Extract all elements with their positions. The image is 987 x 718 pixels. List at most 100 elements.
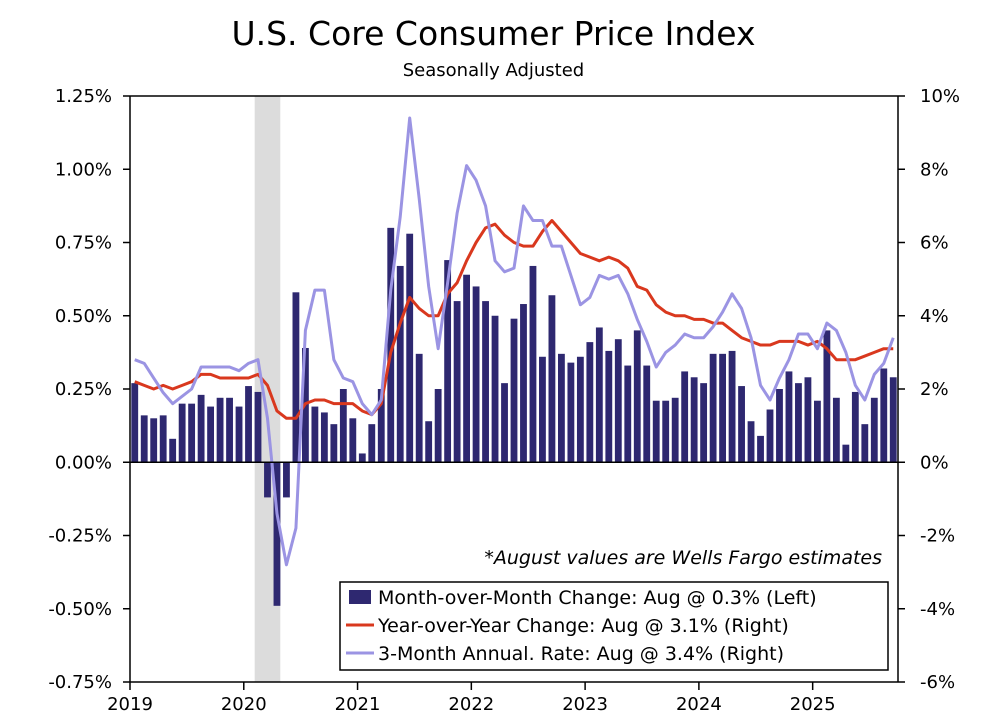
bar-mom-25	[368, 424, 376, 463]
bar-mom-28	[396, 265, 404, 463]
legend-label: Year-over-Year Change: Aug @ 3.1% (Right…	[377, 615, 789, 637]
bar-mom-21	[330, 424, 338, 463]
bar-mom-37	[482, 301, 489, 463]
bar-mom-80	[889, 377, 897, 463]
bar-mom-56	[662, 400, 670, 463]
line-series-layer	[134, 116, 895, 567]
bar-mom-79	[880, 368, 888, 463]
bar-mom-64	[738, 386, 745, 463]
bar-mom-10	[226, 397, 233, 463]
bar-mom-20	[320, 412, 328, 463]
left-tick-label: -0.50%	[48, 599, 112, 620]
bar-mom-70	[795, 383, 802, 463]
bar-mom-65	[747, 421, 755, 463]
bar-mom-9	[216, 397, 224, 463]
bar-mom-5	[178, 403, 186, 463]
bar-mom-73	[823, 330, 831, 463]
bar-mom-23	[349, 418, 357, 463]
bar-mom-50	[605, 350, 613, 463]
bar-mom-24	[358, 453, 366, 463]
right-tick-label: 8%	[920, 159, 949, 180]
bar-mom-39	[501, 383, 508, 463]
bar-mom-32	[434, 389, 442, 463]
bar-mom-12	[245, 386, 252, 463]
x-tick-label: 2024	[676, 694, 722, 715]
bar-mom-31	[425, 421, 433, 463]
left-tick-label: 0.50%	[55, 306, 112, 327]
bar-mom-36	[472, 286, 480, 463]
bar-mom-69	[785, 371, 793, 463]
bar-mom-59	[690, 377, 698, 463]
bar-mom-27	[387, 227, 395, 463]
bar-mom-34	[453, 301, 461, 463]
left-tick-label: 1.25%	[55, 86, 112, 107]
bar-mom-16	[283, 462, 290, 498]
bar-mom-4	[169, 438, 177, 463]
bar-mom-1	[140, 415, 148, 463]
bar-mom-6	[188, 403, 196, 463]
bar-mom-42	[529, 265, 537, 463]
left-tick-label: 0.25%	[55, 379, 112, 400]
legend-label: 3-Month Annual. Rate: Aug @ 3.4% (Right)	[378, 643, 784, 665]
bar-mom-29	[406, 233, 414, 463]
bar-mom-8	[207, 406, 215, 463]
bar-mom-71	[804, 377, 812, 463]
bar-mom-55	[652, 400, 660, 463]
right-tick-label: 4%	[920, 306, 949, 327]
bar-mom-30	[415, 353, 423, 463]
bar-mom-44	[548, 295, 556, 463]
bar-mom-68	[776, 389, 783, 463]
x-tick-label: 2025	[790, 694, 836, 715]
bar-mom-35	[463, 274, 471, 463]
bar-mom-51	[614, 339, 622, 463]
bar-mom-66	[757, 435, 764, 463]
bar-mom-13	[254, 391, 262, 463]
bar-mom-48	[586, 342, 594, 463]
chart-subtitle: Seasonally Adjusted	[402, 60, 585, 81]
bar-mom-38	[491, 315, 499, 463]
bar-mom-72	[813, 400, 821, 463]
bar-mom-52	[624, 365, 632, 463]
legend-box	[339, 581, 889, 671]
axes-layer: -0.75% -0.50% -0.25% 0.00% 0.25% 0.50% 0.75% 1.…	[48, 86, 960, 715]
x-tick-label: 2019	[107, 694, 153, 715]
left-tick-label: 0.75%	[55, 233, 112, 254]
right-tick-label: 6%	[920, 233, 949, 254]
bar-mom-57	[671, 397, 679, 463]
right-tick-label: -2%	[920, 526, 955, 547]
bar-mom-53	[633, 330, 641, 463]
three-month-line	[134, 116, 895, 567]
left-tick-label: -0.25%	[48, 526, 112, 547]
right-tick-label: 10%	[920, 86, 960, 107]
legend-swatch-bar	[349, 590, 371, 604]
bar-mom-60	[700, 383, 708, 463]
bar-mom-40	[510, 318, 518, 463]
bar-mom-78	[870, 397, 878, 463]
bar-mom-17	[292, 292, 300, 463]
right-tick-label: -4%	[920, 599, 955, 620]
bar-mom-76	[851, 391, 859, 463]
bar-mom-74	[832, 397, 840, 463]
bar-mom-11	[235, 406, 243, 463]
bar-mom-3	[159, 415, 167, 463]
left-tick-label: 1.00%	[55, 159, 112, 180]
x-tick-label: 2022	[448, 694, 494, 715]
bar-mom-14	[264, 462, 271, 498]
bar-mom-41	[520, 304, 527, 463]
bar-mom-49	[595, 327, 603, 463]
bar-mom-46	[567, 362, 575, 463]
bar-mom-58	[681, 371, 689, 463]
left-tick-label: -0.75%	[48, 672, 112, 693]
bar-mom-62	[719, 353, 727, 463]
left-tick-label: 0.00%	[55, 452, 112, 473]
right-tick-label: -6%	[920, 672, 955, 693]
bar-mom-33	[444, 260, 452, 463]
chart-annotation: *August values are Wells Fargo estimates	[484, 547, 882, 569]
bar-mom-19	[311, 406, 319, 463]
right-tick-label: 2%	[920, 379, 949, 400]
x-tick-label: 2023	[562, 694, 608, 715]
x-tick-label: 2021	[335, 694, 381, 715]
bar-mom-15	[273, 462, 281, 606]
bar-mom-54	[643, 365, 651, 463]
